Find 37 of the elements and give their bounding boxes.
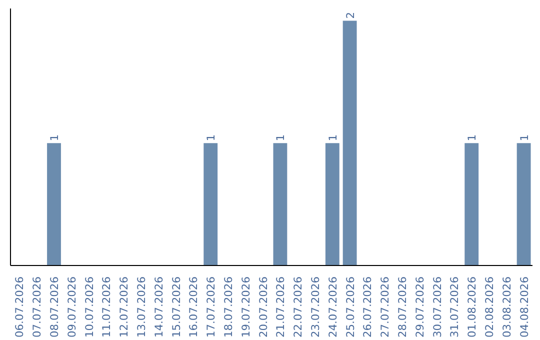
x-tick-label: 01.08.2026 — [466, 276, 479, 338]
x-tick-label: 14.07.2026 — [152, 276, 166, 338]
x-tick-label: 03.08.2026 — [500, 276, 514, 338]
x-tick-label: 12.07.2026 — [118, 276, 131, 338]
x-tick-label: 17.07.2026 — [204, 276, 218, 338]
x-tick-label: 19.07.2026 — [239, 276, 252, 338]
x-tick-label: 23.07.2026 — [309, 276, 322, 338]
x-tick-label: 27.07.2026 — [378, 276, 392, 338]
x-tick-label: 28.07.2026 — [396, 276, 409, 338]
x-tick-label: 13.07.2026 — [135, 276, 148, 338]
x-tick-label: 16.07.2026 — [187, 276, 200, 338]
x-tick-label: 21.07.2026 — [274, 276, 288, 338]
data-label: 1 — [204, 134, 218, 142]
x-tick-label: 31.07.2026 — [448, 276, 462, 338]
x-tick-label: 15.07.2026 — [170, 276, 183, 338]
x-tick-label: 26.07.2026 — [361, 276, 374, 338]
x-tick-label: 09.07.2026 — [65, 276, 78, 338]
data-label: 1 — [326, 134, 340, 142]
x-tick-label: 06.07.2026 — [13, 276, 26, 338]
x-tick-label: 29.07.2026 — [413, 276, 426, 338]
x-tick-label: 07.07.2026 — [30, 276, 44, 338]
x-tick-label: 22.07.2026 — [292, 276, 305, 338]
x-tick-label: 25.07.2026 — [344, 276, 357, 338]
data-label: 1 — [48, 134, 61, 142]
data-label: 1 — [518, 134, 531, 142]
x-tick-label: 08.07.2026 — [48, 276, 61, 338]
x-tick-label: 24.07.2026 — [326, 276, 340, 338]
x-tick-label: 11.07.2026 — [100, 276, 114, 338]
x-tick-label: 18.07.2026 — [222, 276, 235, 338]
x-tick-label: 02.08.2026 — [483, 276, 496, 338]
data-label: 1 — [466, 134, 479, 142]
x-tick-label: 04.08.2026 — [518, 276, 531, 338]
x-tick-label: 30.07.2026 — [430, 276, 444, 338]
data-label: 1 — [274, 134, 288, 142]
x-tick-label: 20.07.2026 — [256, 276, 270, 338]
data-label: 2 — [344, 12, 357, 19]
x-tick-label: 10.07.2026 — [82, 276, 96, 338]
